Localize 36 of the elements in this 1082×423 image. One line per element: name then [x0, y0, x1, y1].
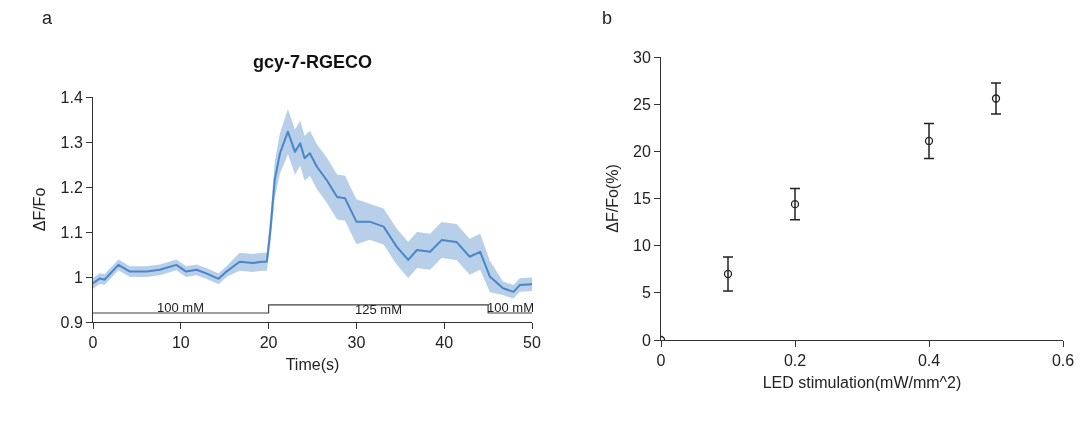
- point: [924, 136, 934, 146]
- x-tick-label: 0.2: [783, 352, 807, 370]
- x-tick-label: 20: [259, 334, 278, 352]
- x-tick-label: 40: [435, 334, 454, 352]
- point: [991, 94, 1001, 103]
- x-tick-label: 10: [171, 334, 190, 352]
- x-axis-title: LED stimulation(mW/mm^2): [762, 373, 962, 391]
- x-tick-label: 50: [523, 334, 541, 352]
- y-axis-title: ΔF/Fo: [31, 187, 49, 232]
- point: [790, 200, 800, 209]
- x-axis-title: Time(s): [285, 355, 340, 373]
- y-tick-label: 0.9: [60, 313, 83, 331]
- y-tick-label: 5: [641, 284, 651, 302]
- y-tick-label: 1.4: [60, 88, 83, 106]
- point: [723, 269, 733, 279]
- y-tick-label: 25: [633, 95, 651, 113]
- y-tick-label: 15: [633, 190, 651, 208]
- y-tick-label: 1: [73, 268, 83, 286]
- y-tick-label: 1.2: [60, 178, 83, 196]
- x-tick-label: 0: [656, 352, 666, 370]
- text: b: [602, 8, 613, 28]
- y-tick-label: 1.1: [60, 223, 83, 241]
- x-tick-label: 0.6: [1051, 352, 1075, 370]
- text: a: [42, 8, 53, 28]
- annotation: 100 mM: [487, 300, 534, 315]
- y-tick-label: 10: [633, 237, 651, 255]
- chart-title: gcy-7-RGECO: [253, 52, 373, 72]
- y-tick-label: 1.3: [60, 133, 83, 151]
- y-tick-label: 20: [633, 142, 651, 160]
- x-tick-label: 0: [88, 334, 98, 352]
- annotation: 125 mM: [355, 302, 402, 317]
- x-tick-label: 30: [347, 334, 366, 352]
- y-axis-title: ΔF/Fo(%): [603, 164, 621, 233]
- y-tick-label: 30: [633, 48, 651, 66]
- x-tick-label: 0.4: [917, 352, 941, 370]
- annotation: 100 mM: [157, 300, 204, 315]
